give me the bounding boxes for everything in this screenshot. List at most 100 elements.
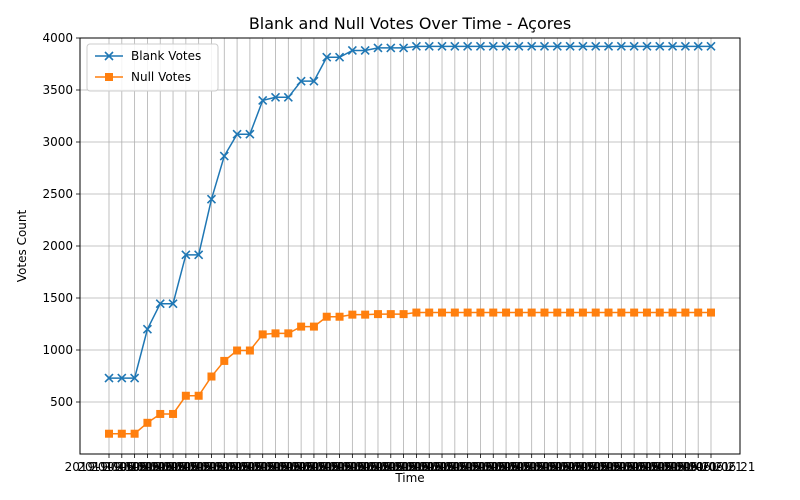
x-tick-label: 2019-10-06 21 <box>244 460 333 474</box>
data-point <box>553 308 562 317</box>
x-tick-label: 2019-10-06 21 <box>282 460 371 474</box>
legend: Blank Votes Null Votes <box>86 43 219 92</box>
data-point <box>489 308 498 317</box>
data-point <box>552 41 562 51</box>
data-point <box>361 310 370 319</box>
x-tick-label: 2019-10-06 21 <box>372 460 461 474</box>
data-point <box>630 308 639 317</box>
data-point <box>450 41 460 51</box>
data-point <box>566 308 575 317</box>
y-axis-label: Votes Count <box>15 210 29 283</box>
x-tick-label: 2019-10-06 21 <box>513 460 602 474</box>
data-point <box>194 391 203 400</box>
x-tick-label: 2019-10-06 21 <box>359 460 448 474</box>
data-point <box>655 308 664 317</box>
series-layer <box>104 41 716 438</box>
x-tick-label: 2019-10-06 21 <box>641 460 730 474</box>
data-point <box>514 308 523 317</box>
data-point <box>502 308 511 317</box>
data-point <box>334 52 345 62</box>
y-tick-label: 4000 <box>42 31 73 45</box>
x-tick-label: 2019-10-06 21 <box>398 460 487 474</box>
x-tick-label: 2019-10-06 21 <box>551 460 640 474</box>
data-point <box>270 92 281 102</box>
y-tick-label: 3000 <box>42 135 73 149</box>
data-point <box>297 322 306 331</box>
data-point <box>296 76 306 86</box>
x-tick-label: 2019-10-06 21 <box>628 460 717 474</box>
data-point <box>117 429 126 438</box>
data-point <box>373 43 383 53</box>
data-point <box>668 308 677 317</box>
data-point <box>527 41 537 51</box>
data-point <box>181 250 191 260</box>
x-tick-label: 2019-10-06 21 <box>410 460 499 474</box>
y-tick-label: 2000 <box>42 239 73 253</box>
x-tick-label: 2019-10-06 21 <box>218 460 307 474</box>
data-point <box>475 41 486 51</box>
data-point <box>617 308 626 317</box>
data-point <box>373 310 382 319</box>
data-point <box>284 329 293 338</box>
x-axis-label: Time <box>394 471 424 485</box>
data-point <box>706 41 716 51</box>
data-point <box>347 45 357 56</box>
x-tick-label: 2019-10-06 21 <box>474 460 563 474</box>
data-point <box>309 76 319 86</box>
series-0 <box>104 41 716 383</box>
data-point <box>604 308 613 317</box>
data-point <box>219 151 229 161</box>
legend-blank-label: Blank Votes <box>131 49 201 63</box>
data-point <box>386 310 395 319</box>
x-tick-label: 2019-10-06 21 <box>564 460 653 474</box>
data-point <box>514 41 524 51</box>
data-point <box>322 312 331 321</box>
x-tick-label: 2019-10-06 21 <box>487 460 576 474</box>
data-point <box>142 324 152 334</box>
y-tick-label: 3500 <box>42 83 73 97</box>
data-point <box>168 299 178 309</box>
x-tick-label: 2019-10-06 21 <box>667 460 756 474</box>
data-point <box>540 308 549 317</box>
data-point <box>424 41 434 51</box>
data-point <box>411 41 421 51</box>
data-point <box>155 299 165 309</box>
data-point <box>309 322 318 331</box>
data-point <box>117 373 127 383</box>
x-tick-label: 2019-10-06 21 <box>129 460 218 474</box>
data-point <box>680 41 690 51</box>
data-point <box>578 308 587 317</box>
data-point <box>437 41 447 51</box>
data-point <box>668 41 678 51</box>
data-point <box>194 250 204 260</box>
x-tick-label: 2019-10-06 21 <box>334 460 423 474</box>
x-tick-label: 2019-10-06 21 <box>615 460 704 474</box>
data-point <box>104 373 114 383</box>
data-point <box>156 409 165 418</box>
data-point <box>335 312 344 321</box>
data-point <box>707 308 715 317</box>
data-point <box>463 41 473 51</box>
series-1 <box>105 308 715 438</box>
data-point <box>130 373 140 383</box>
x-tick-label: 2019-10-06 21 <box>270 460 359 474</box>
x-tick-label: 2019-10-06 21 <box>103 460 192 474</box>
x-tick-label: 2019-10-06 21 <box>154 460 243 474</box>
x-tick-label: 2019-10-06 21 <box>180 460 269 474</box>
x-tick-label: 2019-10-06 21 <box>193 460 282 474</box>
x-tick-label: 2019-10-06 21 <box>141 460 230 474</box>
data-point <box>412 308 421 317</box>
legend-null-marker <box>105 73 113 81</box>
x-tick-label: 2019-10-06 21 <box>231 460 320 474</box>
x-tick-label: 2019-10-06 21 <box>77 460 166 474</box>
series-line <box>109 45 711 379</box>
data-point <box>258 95 268 105</box>
x-tick-label: 2019-10-06 21 <box>436 460 525 474</box>
x-tick-label: 2019-10-06 21 <box>603 460 692 474</box>
data-point <box>143 418 152 427</box>
data-point <box>476 308 485 317</box>
x-tick-label: 2019-10-06 21 <box>385 460 474 474</box>
data-point <box>655 41 665 51</box>
